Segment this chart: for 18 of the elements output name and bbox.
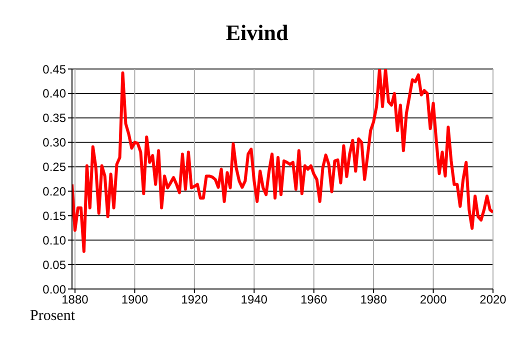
y-tick-label: 0.15	[42, 208, 66, 223]
y-tick-label: 0.40	[42, 86, 66, 101]
y-tick-label: 0.25	[42, 160, 66, 174]
chart-title: Eivind	[224, 20, 290, 46]
x-tick-label: 1920	[181, 292, 208, 307]
y-tick-label: 0.35	[42, 111, 66, 126]
text: Prosent	[30, 308, 75, 325]
x-tick-label: 1940	[240, 292, 268, 307]
y-tick-label: 0.20	[42, 184, 66, 198]
y-tick-label: 0.10	[42, 233, 66, 248]
y-tick-label: 0.30	[42, 136, 66, 150]
y-tick-label: 0.45	[42, 62, 66, 76]
x-tick-label: 2000	[420, 292, 447, 307]
x-tick-label: 1900	[121, 292, 148, 307]
x-tick-label: 1960	[300, 292, 328, 307]
x-tick-label: 1980	[360, 292, 388, 307]
x-tick-label: 2020	[480, 292, 507, 307]
y-tick-label: 0.05	[42, 258, 66, 272]
